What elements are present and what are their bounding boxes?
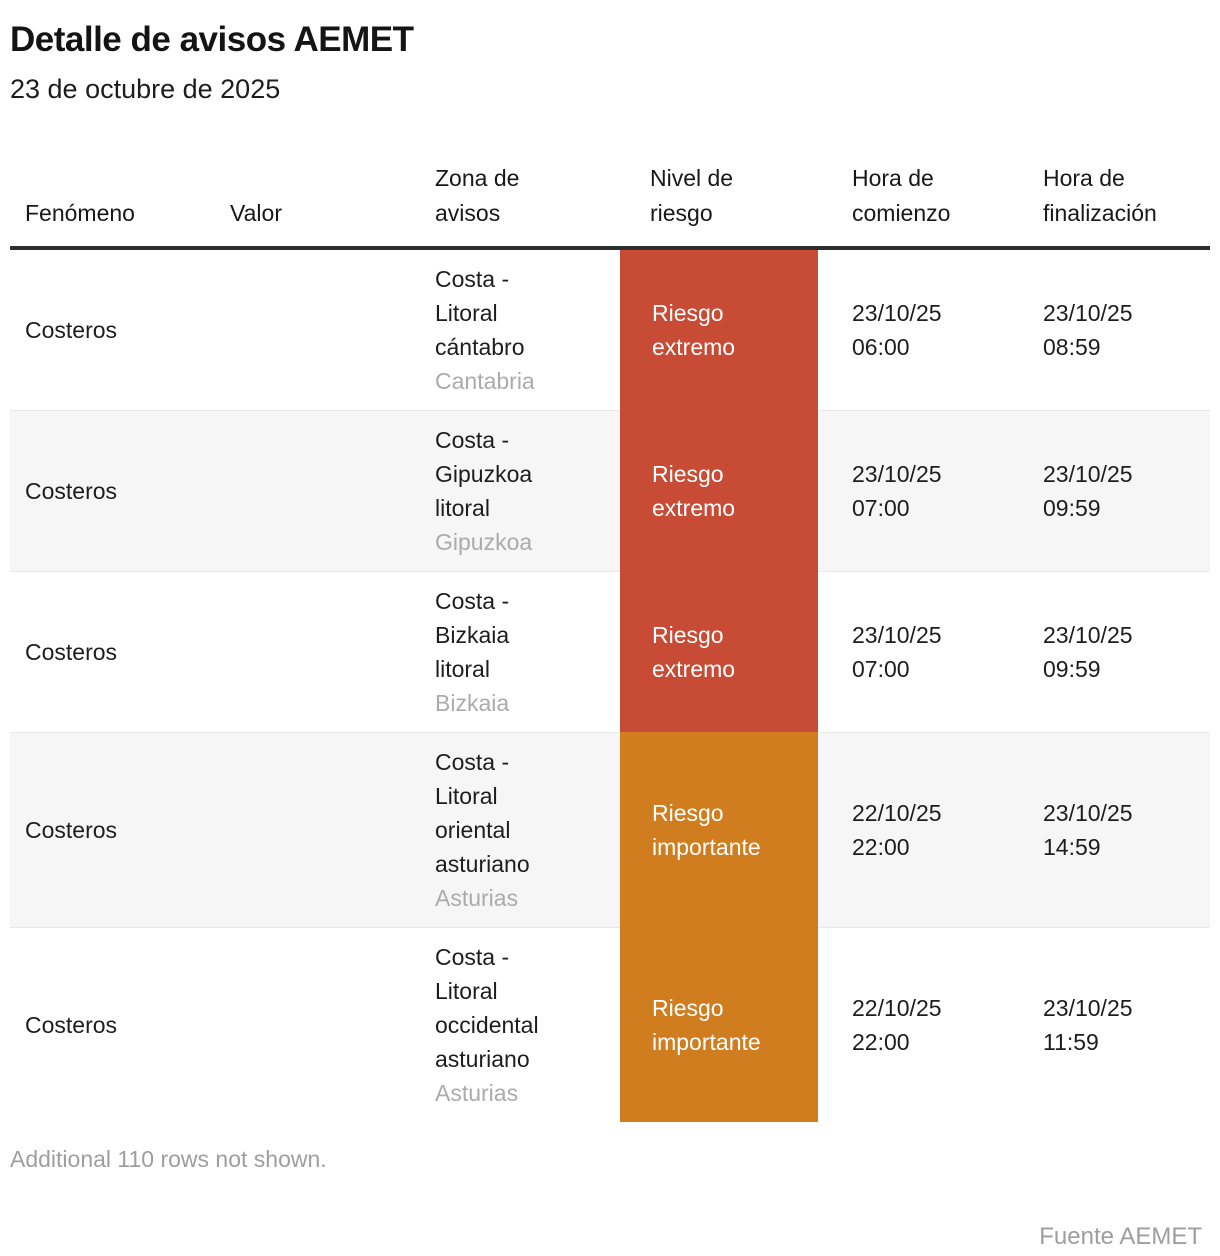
region-label: Cantabria (435, 368, 535, 394)
end-time-label: 23/10/25 14:59 (1043, 800, 1133, 860)
start-time-label: 22/10/25 22:00 (852, 995, 942, 1055)
fenomeno-cell: Costeros (10, 250, 230, 410)
zona-label: Costa - Litoral occidental asturiano (435, 944, 539, 1072)
zona-cell: Costa - Bizkaia litoral Bizkaia (435, 571, 620, 732)
zona-cell: Costa - Litoral cántabro Cantabria (435, 250, 620, 410)
page-title: Detalle de avisos AEMET (10, 20, 414, 59)
table-header-row: Fenómeno Valor Zona de avisos Nivel de r… (10, 161, 1210, 250)
fenomeno-label: Costeros (25, 478, 118, 504)
rows-not-shown-note: Additional 110 rows not shown. (10, 1146, 327, 1172)
valor-cell (230, 571, 435, 732)
table-row: Costeros Costa - Bizkaia litoral Bizkaia… (10, 571, 1210, 732)
start-time-cell: 23/10/25 06:00 (818, 250, 1043, 410)
col-header-finalizacion: Hora de finalización (1043, 165, 1157, 226)
valor-cell (230, 927, 435, 1122)
zona-cell: Costa - Litoral occidental asturiano Ast… (435, 927, 620, 1122)
start-time-cell: 23/10/25 07:00 (818, 410, 1043, 571)
fenomeno-label: Costeros (25, 639, 118, 665)
table-row: Costeros Costa - Litoral oriental asturi… (10, 732, 1210, 927)
valor-cell (230, 250, 435, 410)
zona-cell: Costa - Litoral oriental asturiano Astur… (435, 732, 620, 927)
risk-badge: Riesgo importante (620, 732, 818, 927)
end-time-label: 23/10/25 11:59 (1043, 995, 1133, 1055)
col-header-fenomeno: Fenómeno (25, 200, 135, 226)
risk-badge: Riesgo extremo (620, 250, 818, 410)
region-label: Bizkaia (435, 690, 510, 716)
start-time-cell: 22/10/25 22:00 (818, 732, 1043, 927)
end-time-cell: 23/10/25 14:59 (1043, 732, 1210, 927)
start-time-cell: 22/10/25 22:00 (818, 927, 1043, 1122)
valor-cell (230, 732, 435, 927)
risk-label: Riesgo extremo (652, 460, 736, 521)
table-row: Costeros Costa - Litoral cántabro Cantab… (10, 250, 1210, 410)
fenomeno-label: Costeros (25, 817, 118, 843)
page-subtitle: 23 de octubre de 2025 (10, 74, 281, 104)
zona-label: Costa - Litoral oriental asturiano (435, 749, 530, 877)
zona-cell: Costa - Gipuzkoa litoral Gipuzkoa (435, 410, 620, 571)
end-time-cell: 23/10/25 09:59 (1043, 410, 1210, 571)
risk-badge: Riesgo extremo (620, 571, 818, 732)
zona-label: Costa - Gipuzkoa litoral (435, 427, 533, 521)
region-label: Gipuzkoa (435, 529, 533, 555)
fenomeno-cell: Costeros (10, 571, 230, 732)
end-time-cell: 23/10/25 11:59 (1043, 927, 1210, 1122)
col-header-nivel: Nivel de riesgo (650, 165, 734, 226)
region-label: Asturias (435, 885, 519, 911)
fenomeno-cell: Costeros (10, 927, 230, 1122)
risk-label: Riesgo importante (652, 994, 761, 1055)
table-row: Costeros Costa - Litoral occidental astu… (10, 927, 1210, 1122)
table-body: Costeros Costa - Litoral cántabro Cantab… (10, 250, 1210, 1122)
end-time-cell: 23/10/25 08:59 (1043, 250, 1210, 410)
fenomeno-label: Costeros (25, 1012, 118, 1038)
start-time-label: 23/10/25 07:00 (852, 461, 942, 521)
zona-label: Costa - Bizkaia litoral (435, 588, 510, 682)
source-credit: Fuente AEMET (1039, 1223, 1202, 1250)
warnings-table: Fenómeno Valor Zona de avisos Nivel de r… (10, 161, 1210, 1122)
fenomeno-label: Costeros (25, 317, 118, 343)
end-time-label: 23/10/25 08:59 (1043, 300, 1133, 360)
col-header-comienzo: Hora de comienzo (852, 165, 951, 226)
fenomeno-cell: Costeros (10, 732, 230, 927)
valor-cell (230, 410, 435, 571)
region-label: Asturias (435, 1080, 519, 1106)
end-time-cell: 23/10/25 09:59 (1043, 571, 1210, 732)
end-time-label: 23/10/25 09:59 (1043, 461, 1133, 521)
table-row: Costeros Costa - Gipuzkoa litoral Gipuzk… (10, 410, 1210, 571)
risk-label: Riesgo extremo (652, 300, 736, 360)
col-header-zona: Zona de avisos (435, 165, 520, 226)
zona-label: Costa - Litoral cántabro (435, 266, 525, 360)
fenomeno-cell: Costeros (10, 410, 230, 571)
risk-badge: Riesgo extremo (620, 410, 818, 571)
start-time-label: 22/10/25 22:00 (852, 800, 942, 860)
risk-label: Riesgo importante (652, 799, 761, 860)
col-header-valor: Valor (230, 200, 282, 226)
risk-label: Riesgo extremo (652, 621, 736, 682)
start-time-label: 23/10/25 06:00 (852, 300, 942, 360)
end-time-label: 23/10/25 09:59 (1043, 622, 1133, 682)
start-time-label: 23/10/25 07:00 (852, 622, 942, 682)
risk-badge: Riesgo importante (620, 927, 818, 1122)
start-time-cell: 23/10/25 07:00 (818, 571, 1043, 732)
